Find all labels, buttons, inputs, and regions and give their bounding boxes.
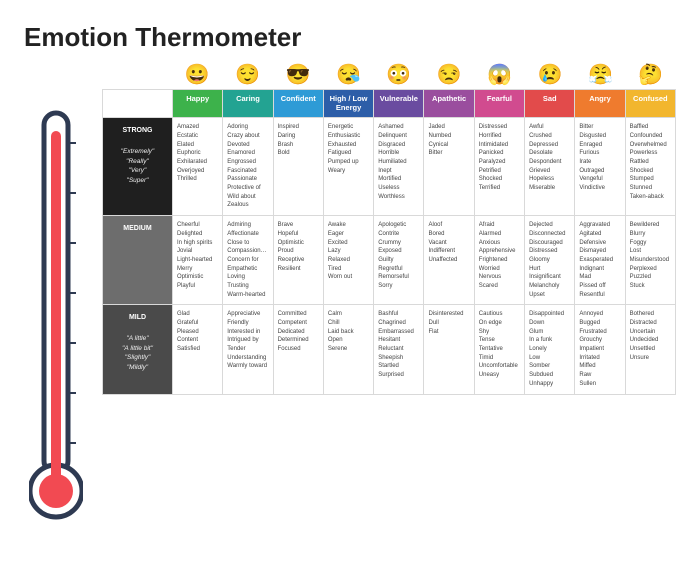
col-head-8: Angry — [575, 90, 625, 118]
emoji-row: 😀😌😎😪😳😒😱😢😤🤔 — [102, 65, 676, 87]
emoji-3: 😪 — [323, 65, 373, 87]
row-label-strong: STRONG"Extremely""Really""Very""Super" — [103, 118, 173, 216]
cell-strong-3: EnergeticEnthusiasticExhaustedFatiguedPu… — [323, 118, 373, 216]
emoji-9: 🤔 — [626, 65, 676, 87]
col-head-6: Fearful — [474, 90, 524, 118]
cell-mild-1: AppreciativeFriendlyInterested inIntrigu… — [223, 305, 273, 394]
emotion-grid: 😀😌😎😪😳😒😱😢😤🤔 HappyCaringConfidentHigh / Lo… — [102, 65, 676, 395]
emoji-0: 😀 — [172, 65, 222, 87]
page-title: Emotion Thermometer — [24, 22, 676, 53]
cell-strong-2: InspiredDaringBrashBold — [273, 118, 323, 216]
cell-medium-7: DejectedDisconnectedDiscouragedDistresse… — [525, 216, 575, 305]
row-medium: MEDIUMCheerfulDelightedIn high spiritsJo… — [103, 216, 676, 305]
cell-strong-0: AmazedEcstaticElatedEuphoricExhilaratedO… — [173, 118, 223, 216]
row-strong: STRONG"Extremely""Really""Very""Super"Am… — [103, 118, 676, 216]
col-head-9: Confused — [625, 90, 675, 118]
cell-mild-7: DisappointedDownGlumIn a funkLonelyLowSo… — [525, 305, 575, 394]
cell-medium-9: BewilderedBlurryFoggyLostMisunderstoodPe… — [625, 216, 675, 305]
emoji-6: 😱 — [474, 65, 524, 87]
emoji-2: 😎 — [273, 65, 323, 87]
emotion-table: HappyCaringConfidentHigh / Low EnergyVul… — [102, 89, 676, 395]
cell-mild-5: DisinterestedDullFlat — [424, 305, 474, 394]
col-head-3: High / Low Energy — [323, 90, 373, 118]
cell-medium-5: AloofBoredVacantIndifferentUnaffected — [424, 216, 474, 305]
col-head-0: Happy — [173, 90, 223, 118]
emoji-5: 😒 — [424, 65, 474, 87]
cell-mild-6: CautiousOn edgeShyTenseTentativeTimidUnc… — [474, 305, 524, 394]
cell-medium-2: BraveHopefulOptimisticProudReceptiveResi… — [273, 216, 323, 305]
col-head-7: Sad — [525, 90, 575, 118]
col-head-1: Caring — [223, 90, 273, 118]
row-mild: MILD"A little""A little bit""Slightly""M… — [103, 305, 676, 394]
cell-medium-3: AwakeEagerExcitedLazyRelaxedTiredWorn ou… — [323, 216, 373, 305]
emoji-7: 😢 — [525, 65, 575, 87]
cell-strong-6: DistressedHorrifiedIntimidatedPanickedPa… — [474, 118, 524, 216]
cell-mild-0: GladGratefulPleasedContentSatisfied — [173, 305, 223, 394]
cell-strong-1: AdoringCrazy aboutDevotedEnamoredEngross… — [223, 118, 273, 216]
cell-medium-4: ApologeticContriteCrummyExposedGuiltyReg… — [374, 216, 424, 305]
cell-mild-9: BotheredDistractedUncertainUndecidedUnse… — [625, 305, 675, 394]
cell-medium-1: AdmiringAffectionateClose toCompassionat… — [223, 216, 273, 305]
emoji-8: 😤 — [575, 65, 625, 87]
cell-medium-6: AfraidAlarmedAnxiousApprehensiveFrighten… — [474, 216, 524, 305]
col-head-4: Vulnerable — [374, 90, 424, 118]
cell-mild-3: CalmChillLaid backOpenSerene — [323, 305, 373, 394]
cell-medium-0: CheerfulDelightedIn high spiritsJovialLi… — [173, 216, 223, 305]
cell-strong-5: JadedNumbedCynicalBitter — [424, 118, 474, 216]
emoji-4: 😳 — [374, 65, 424, 87]
col-head-2: Confident — [273, 90, 323, 118]
cell-strong-7: AwfulCrushedDepressedDesolateDespondentG… — [525, 118, 575, 216]
cell-strong-4: AshamedDelinquentDisgracedHorribleHumili… — [374, 118, 424, 216]
thermometer-svg — [29, 103, 83, 523]
cell-mild-8: AnnoyedBuggedFrustratedGrouchyImpatientI… — [575, 305, 625, 394]
cell-strong-8: BitterDisgustedEnragedFuriousIrateOutrag… — [575, 118, 625, 216]
table-corner — [103, 90, 173, 118]
col-head-5: Apathetic — [424, 90, 474, 118]
cell-mild-2: CommittedCompetentDedicatedDeterminedFoc… — [273, 305, 323, 394]
cell-mild-4: BashfulChagrinedEmbarrassedHesitantReluc… — [374, 305, 424, 394]
thermometer — [24, 65, 88, 523]
cell-medium-8: AggravatedAgitatedDefensiveDismayedExasp… — [575, 216, 625, 305]
row-label-mild: MILD"A little""A little bit""Slightly""M… — [103, 305, 173, 394]
row-label-medium: MEDIUM — [103, 216, 173, 305]
emoji-1: 😌 — [222, 65, 272, 87]
cell-strong-9: BaffledConfoundedOverwhelmedPowerlessRat… — [625, 118, 675, 216]
content-layout: 😀😌😎😪😳😒😱😢😤🤔 HappyCaringConfidentHigh / Lo… — [24, 65, 676, 523]
